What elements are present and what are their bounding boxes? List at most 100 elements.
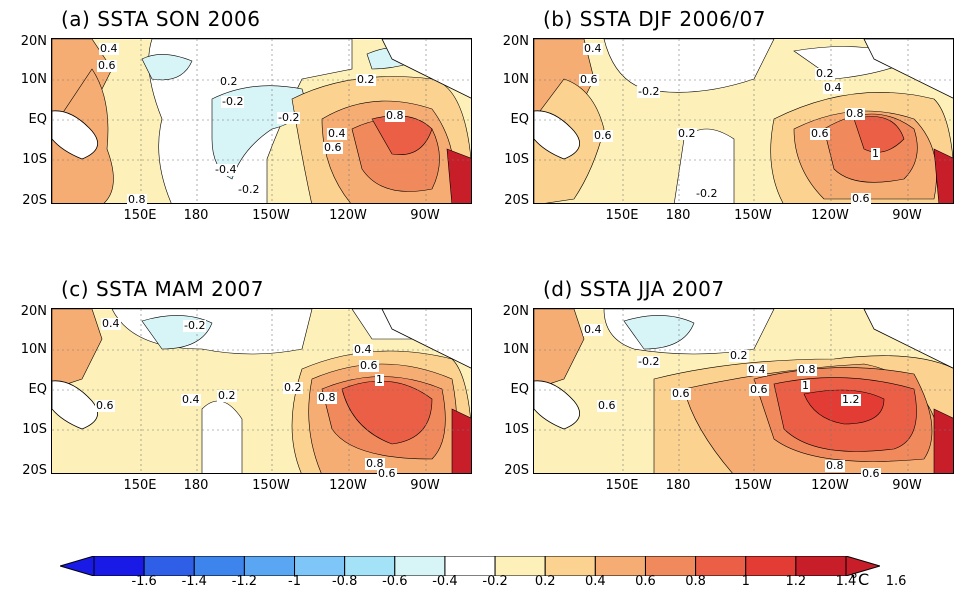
latitude-tick-label: 20N <box>20 34 47 49</box>
latitude-tick-label: 20S <box>22 193 47 208</box>
longitude-tick-label: 120W <box>329 478 367 493</box>
contour-label: 0.6 <box>593 129 613 142</box>
colorbar-swatch <box>494 556 546 576</box>
colorbar-swatch <box>394 556 446 576</box>
longitude-tick-label: 120W <box>329 208 367 223</box>
contour-label: 0.6 <box>95 399 115 412</box>
longitude-tick-label: 180 <box>183 208 209 223</box>
latitude-tick-label: 20N <box>502 34 529 49</box>
latitude-tick-label: 10S <box>504 152 529 167</box>
contour-label: 0.6 <box>97 59 117 72</box>
colorbar-unit: °C <box>850 570 870 589</box>
map-panel-b: (b) SSTA DJF 2006/07 0.4 0.6 -0.2 0.2 0.2 0.4 0… <box>503 7 954 223</box>
contour-label: -0.2 <box>695 187 719 200</box>
longitude-tick-label: 150E <box>605 478 639 493</box>
land-mass <box>381 39 471 99</box>
contour-label: 1 <box>375 373 384 386</box>
latitude-tick-label: 10N <box>502 72 529 87</box>
colorbar-tick-label: 0.8 <box>685 574 706 589</box>
latitude-tick-label: EQ <box>510 112 529 127</box>
contour-label: 0.6 <box>749 383 769 396</box>
map-frame <box>533 38 954 204</box>
contour-label: -0.2 <box>221 95 245 108</box>
contour-region <box>341 380 433 445</box>
map-panel-d: (d) SSTA JJA 2007 0.4 -0.2 0.6 0.2 0.4 0.6 0.6 0… <box>503 277 954 493</box>
colorbar-swatch <box>795 556 847 576</box>
contour-label: -0.2 <box>277 111 301 124</box>
contour-region <box>451 408 471 473</box>
contour-label: 0.4 <box>101 317 121 330</box>
colorbar-swatch <box>294 556 346 576</box>
land-mass <box>381 309 471 369</box>
map-frame <box>51 38 472 204</box>
panel-title: (a) SSTA SON 2006 <box>61 7 261 31</box>
colorbar-tick-label: -1.2 <box>231 574 258 589</box>
land-mass <box>534 110 581 160</box>
contour-label: 0.6 <box>810 127 830 140</box>
longitude-tick-label: 90W <box>410 208 440 223</box>
colorbar-tick-label: -0.2 <box>482 574 508 589</box>
colorbar-tick-label: 0.6 <box>635 574 656 589</box>
longitude-tick-label: 180 <box>665 478 691 493</box>
colorbar-tick-label: -0.4 <box>432 574 458 589</box>
longitude-tick-label: 150E <box>605 208 639 223</box>
longitude-tick-label: 150E <box>123 208 157 223</box>
contour-region <box>534 309 585 390</box>
longitude-tick-label: 90W <box>892 478 922 493</box>
contour-label: 1.2 <box>841 393 861 406</box>
colorbar-tick-label: 0.4 <box>584 574 606 589</box>
colorbar-swatch <box>594 556 646 576</box>
land-mass <box>534 380 581 430</box>
latitude-tick-label: 20S <box>504 193 529 208</box>
colorbar-swatch <box>93 556 145 576</box>
colorbar-left-arrow <box>60 556 95 576</box>
contour-label: 0.4 <box>583 42 603 55</box>
contour-label: 0.8 <box>127 193 147 206</box>
contour-label: -0.2 <box>237 183 261 196</box>
panel-title: (c) SSTA MAM 2007 <box>61 277 265 301</box>
contour-label: 0.6 <box>851 192 871 205</box>
colorbar-swatch <box>745 556 797 576</box>
map-panel-c: (c) SSTA MAM 2007 0.4 -0.2 0.6 0.4 0.2 0.2 0.4 0… <box>21 277 472 493</box>
colorbar-right-arrow <box>845 556 880 576</box>
latitude-tick-label: 10S <box>504 422 529 437</box>
contour-region <box>623 315 695 350</box>
colorbar-tick-label: 1.2 <box>785 574 807 589</box>
contour-label: 0.2 <box>815 67 835 80</box>
land-mass <box>52 110 99 160</box>
contour-label: 0.6 <box>861 467 881 480</box>
colorbar-tick-label: -0.6 <box>382 574 408 589</box>
land-mass <box>863 39 953 99</box>
longitude-tick-label: 120W <box>811 208 849 223</box>
longitude-tick-label: 150W <box>252 208 290 223</box>
contour-label: 0.4 <box>99 42 119 55</box>
longitude-tick-label: 120W <box>811 478 849 493</box>
colorbar <box>60 556 880 576</box>
contour-label: 0.4 <box>823 81 843 94</box>
panel-title: (d) SSTA JJA 2007 <box>543 277 725 301</box>
colorbar-swatch <box>143 556 195 576</box>
contour-label: 0.6 <box>359 359 379 372</box>
contour-label: 0.8 <box>825 459 845 472</box>
map-panel-a: (a) SSTA SON 2006 0.4 0.6 0.2 -0.2 -0.2 -0.4 -0… <box>21 7 472 223</box>
colorbar-swatch <box>644 556 697 576</box>
contour-label: -0.4 <box>214 163 238 176</box>
contour-label: 0.2 <box>356 73 376 86</box>
contour-label: 0.8 <box>365 457 385 470</box>
contour-label: 0.8 <box>317 391 337 404</box>
contour-region <box>52 309 103 390</box>
contour-label: 0.4 <box>181 393 201 406</box>
colorbar-tick-label: -0.8 <box>331 574 358 589</box>
longitude-tick-label: 150W <box>734 208 772 223</box>
colorbar-swatch <box>243 556 296 576</box>
contour-label: 0.2 <box>729 349 749 362</box>
latitude-tick-label: 10N <box>20 72 47 87</box>
longitude-tick-label: 150W <box>734 478 772 493</box>
contour-label: 0.4 <box>747 363 767 376</box>
colorbar-tick-label: 1.4 <box>835 574 857 589</box>
latitude-tick-label: 10S <box>22 422 47 437</box>
contour-label: 0.6 <box>671 387 691 400</box>
contour-label: 1 <box>801 379 810 392</box>
contour-label: 1 <box>871 147 880 160</box>
contour-label: -0.2 <box>183 319 207 332</box>
